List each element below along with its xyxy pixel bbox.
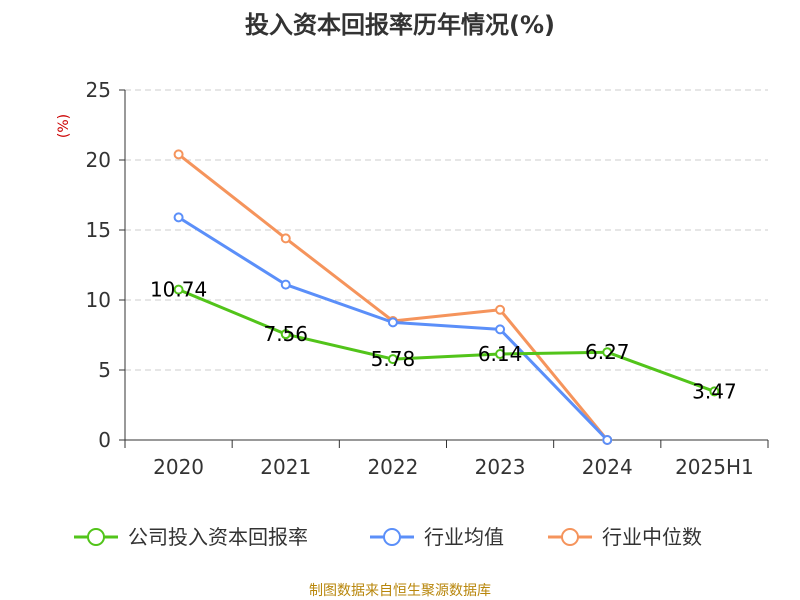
data-point [280, 279, 291, 290]
x-tick-label: 2024 [582, 455, 633, 479]
legend-swatch-marker [87, 528, 105, 546]
legend-swatch-marker [561, 528, 579, 546]
data-label: 3.47 [692, 379, 737, 403]
data-point [602, 347, 613, 358]
data-label: 7.56 [263, 322, 308, 346]
data-point [495, 304, 506, 315]
y-tick-label: 15 [86, 218, 111, 242]
data-point [280, 329, 291, 340]
data-point [173, 284, 184, 295]
series-lines [173, 149, 720, 445]
data-point [495, 324, 506, 335]
chart-title: 投入资本回报率历年情况(%) [245, 11, 555, 39]
data-point [387, 354, 398, 365]
data-point [280, 233, 291, 244]
data-point [173, 149, 184, 160]
data-label: 5.78 [371, 347, 416, 371]
legend-item: 公司投入资本回报率 [74, 525, 308, 549]
y-tick-label: 10 [86, 288, 111, 312]
legend: 公司投入资本回报率 行业均值 行业中位数 [74, 525, 702, 549]
legend-label: 行业中位数 [602, 525, 702, 549]
y-tick-label: 5 [98, 358, 111, 382]
legend-label: 行业均值 [424, 525, 504, 549]
series-line [178, 288, 715, 393]
data-label: 6.14 [478, 342, 523, 366]
y-tick-label: 25 [86, 78, 111, 102]
legend-label: 公司投入资本回报率 [128, 525, 308, 549]
data-point [602, 435, 613, 445]
source-note: 制图数据来自恒生聚源数据库 [309, 583, 491, 599]
legend-item: 行业均值 [370, 525, 504, 549]
gridlines [125, 89, 768, 371]
data-point [387, 317, 398, 328]
x-tick-label: 2020 [153, 455, 204, 479]
x-tick-label: 2022 [367, 455, 418, 479]
x-tick-label: 2023 [475, 455, 526, 479]
data-label: 10.74 [150, 278, 207, 302]
data-point [495, 349, 506, 360]
axes: 0 5 10 15 20 25 2020 2021 2022 2023 2024 2025H1 [86, 78, 769, 479]
data-point [173, 212, 184, 223]
y-tick-label: 0 [98, 428, 111, 452]
data-labels: 10.74 7.56 5.78 6.14 6.27 3.47 [150, 278, 737, 404]
y-tick-label: 20 [86, 148, 111, 172]
x-tick-label: 2021 [260, 455, 311, 479]
y-axis-unit: (%) [56, 114, 72, 138]
legend-swatch-marker [383, 528, 401, 546]
legend-item: 行业中位数 [548, 525, 702, 549]
series-line [177, 153, 609, 441]
x-tick-label: 2025H1 [675, 455, 754, 479]
data-label: 6.27 [585, 340, 630, 364]
data-point [709, 386, 720, 397]
series-line [177, 216, 609, 442]
